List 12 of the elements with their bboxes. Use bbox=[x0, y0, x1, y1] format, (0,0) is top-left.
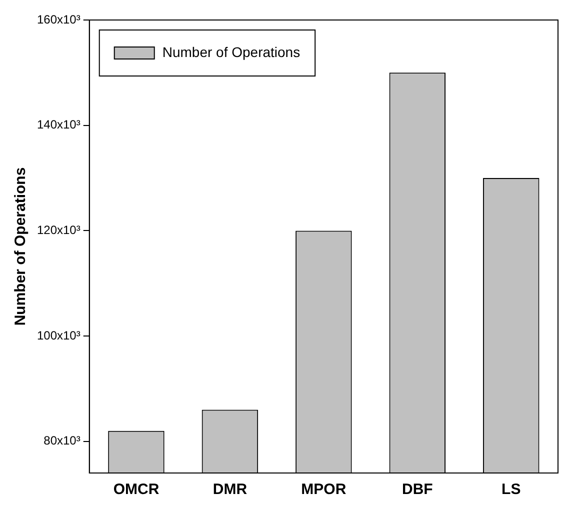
y-tick-label: 100x10³ bbox=[36, 328, 80, 342]
y-tick-label: 160x10³ bbox=[36, 12, 80, 26]
x-tick-label: MPOR bbox=[301, 481, 346, 498]
y-axis-title: Number of Operations bbox=[12, 167, 30, 326]
y-tick-label: 140x10³ bbox=[36, 118, 80, 132]
x-tick-label: LS bbox=[502, 481, 521, 498]
x-tick-label: OMCR bbox=[113, 481, 160, 498]
x-tick-label: DBF bbox=[402, 481, 433, 498]
y-tick-label: 80x10³ bbox=[44, 434, 80, 448]
legend-label: Number of Operations bbox=[162, 44, 300, 60]
y-tick-label: 120x10³ bbox=[36, 223, 80, 238]
x-tick-label: DMR bbox=[212, 481, 248, 498]
